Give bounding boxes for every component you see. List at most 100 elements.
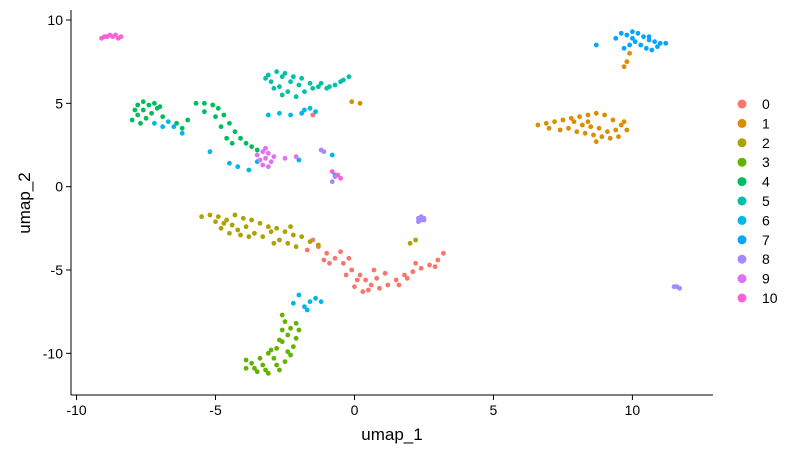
legend-label-9: 9 — [762, 271, 770, 287]
point-cluster-7 — [618, 30, 624, 36]
point-cluster-6 — [296, 292, 302, 298]
point-cluster-6 — [265, 112, 271, 118]
point-cluster-4 — [135, 102, 141, 108]
legend-key-3 — [737, 157, 747, 167]
legend-label-10: 10 — [762, 290, 778, 306]
point-cluster-2 — [271, 240, 277, 246]
point-cluster-1 — [577, 114, 582, 120]
point-cluster-5 — [285, 89, 291, 95]
point-cluster-7 — [657, 40, 663, 46]
point-cluster-2 — [413, 237, 419, 243]
point-cluster-1 — [568, 115, 574, 121]
point-cluster-1 — [604, 129, 610, 135]
point-cluster-6 — [313, 295, 318, 301]
point-cluster-6 — [290, 300, 296, 306]
point-cluster-2 — [199, 214, 205, 220]
point-cluster-9 — [263, 145, 268, 151]
point-cluster-1 — [607, 135, 613, 141]
point-cluster-0 — [432, 264, 438, 270]
point-cluster-6 — [207, 149, 213, 155]
point-cluster-6 — [329, 152, 335, 158]
point-cluster-7 — [613, 35, 619, 41]
legend-key-0 — [737, 99, 747, 109]
y-tick-label: -5 — [51, 262, 64, 278]
point-cluster-0 — [346, 255, 352, 261]
point-cluster-1 — [357, 100, 363, 106]
point-cluster-2 — [213, 219, 218, 225]
point-cluster-4 — [129, 117, 135, 123]
point-cluster-4 — [174, 120, 180, 126]
point-cluster-4 — [202, 109, 207, 115]
point-cluster-5 — [268, 79, 274, 85]
point-cluster-7 — [630, 35, 635, 41]
point-cluster-1 — [613, 127, 619, 133]
point-cluster-1 — [349, 99, 355, 105]
point-cluster-2 — [207, 212, 213, 218]
point-cluster-10 — [107, 32, 113, 38]
point-cluster-0 — [343, 272, 349, 278]
point-cluster-4 — [179, 125, 185, 131]
point-cluster-6 — [307, 299, 313, 305]
point-cluster-5 — [265, 72, 271, 78]
point-cluster-2 — [307, 239, 313, 245]
point-cluster-3 — [293, 335, 299, 341]
point-cluster-1 — [571, 119, 577, 125]
point-cluster-0 — [332, 255, 338, 261]
point-cluster-1 — [602, 112, 608, 118]
legend-key-1 — [737, 118, 747, 128]
y-tick-label: 5 — [55, 95, 63, 111]
point-cluster-2 — [257, 220, 263, 226]
point-cluster-3 — [271, 355, 277, 361]
point-cluster-9 — [263, 155, 268, 161]
point-cluster-6 — [302, 107, 307, 113]
point-cluster-3 — [285, 349, 291, 355]
point-cluster-3 — [257, 355, 263, 361]
point-cluster-9 — [265, 150, 271, 156]
point-cluster-7 — [646, 34, 652, 40]
point-cluster-0 — [310, 112, 316, 118]
point-cluster-2 — [232, 212, 238, 218]
point-cluster-7 — [635, 30, 641, 36]
point-cluster-5 — [338, 79, 343, 85]
point-cluster-5 — [288, 79, 293, 85]
point-cluster-0 — [327, 260, 332, 266]
point-cluster-4 — [229, 140, 235, 146]
point-cluster-1 — [579, 122, 585, 128]
point-cluster-5 — [279, 74, 285, 80]
points-layer — [99, 29, 683, 376]
point-cluster-4 — [227, 120, 232, 126]
legend-label-2: 2 — [762, 135, 770, 151]
point-cluster-5 — [307, 80, 313, 86]
point-cluster-3 — [265, 350, 271, 356]
point-cluster-4 — [132, 107, 138, 113]
point-cluster-5 — [318, 80, 324, 86]
point-cluster-1 — [591, 132, 596, 138]
point-cluster-2 — [252, 230, 257, 236]
point-cluster-4 — [135, 112, 141, 118]
point-cluster-2 — [238, 232, 243, 238]
point-cluster-2 — [268, 229, 274, 235]
point-cluster-5 — [296, 82, 302, 88]
point-cluster-2 — [285, 240, 291, 246]
point-cluster-9 — [260, 149, 266, 155]
point-cluster-1 — [599, 134, 605, 140]
point-cluster-4 — [140, 99, 146, 105]
point-cluster-6 — [246, 167, 252, 173]
point-cluster-9 — [282, 155, 288, 161]
point-cluster-5 — [299, 75, 305, 81]
point-cluster-0 — [435, 257, 441, 263]
point-cluster-6 — [304, 307, 310, 313]
point-cluster-5 — [346, 74, 352, 80]
point-cluster-2 — [407, 240, 413, 246]
point-cluster-4 — [154, 105, 160, 111]
legend-key-9 — [737, 274, 747, 284]
point-cluster-0 — [363, 277, 368, 283]
point-cluster-0 — [354, 277, 360, 283]
x-tick-label: -10 — [66, 402, 86, 418]
point-cluster-6 — [165, 119, 171, 125]
x-tick-label: -5 — [209, 402, 222, 418]
point-cluster-0 — [441, 250, 446, 256]
point-cluster-0 — [352, 284, 357, 290]
point-cluster-4 — [138, 120, 143, 126]
point-cluster-5 — [315, 84, 321, 90]
